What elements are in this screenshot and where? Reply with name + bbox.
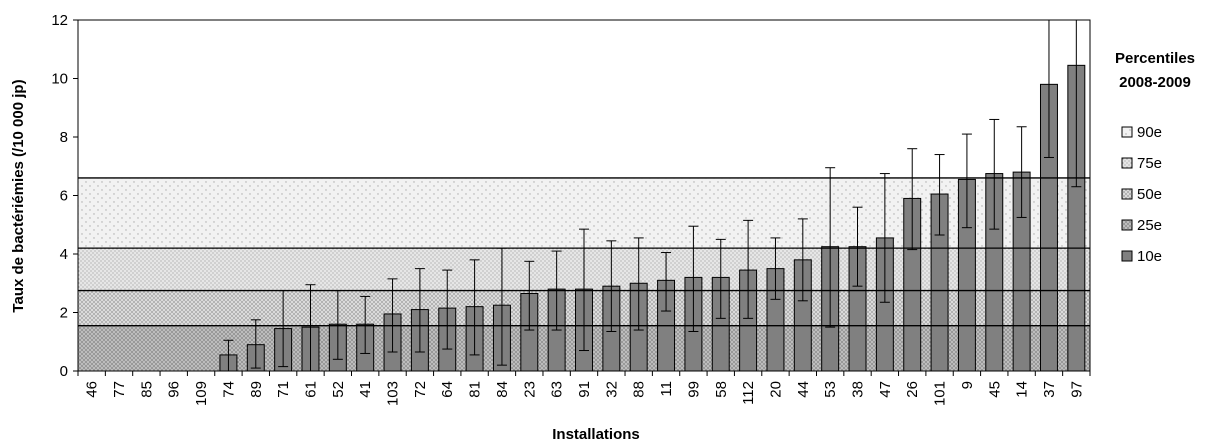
- x-tick-label-77: 77: [111, 381, 128, 398]
- x-tick-label-81: 81: [467, 381, 484, 398]
- y-tick-label: 10: [51, 71, 68, 88]
- error-bar-58: [715, 238, 726, 319]
- x-tick-label-44: 44: [795, 381, 812, 398]
- error-bar-14: [1016, 126, 1027, 218]
- error-bar-53: [825, 167, 836, 328]
- legend-swatch: [1121, 126, 1133, 138]
- legend-item-90e: 90e: [1121, 124, 1162, 141]
- x-tick-label-46: 46: [84, 381, 101, 398]
- x-tick-label-71: 71: [275, 381, 292, 398]
- x-tick-label-45: 45: [986, 381, 1003, 398]
- legend-title-line2: 2008-2009: [1119, 74, 1191, 91]
- error-bar-72: [414, 268, 425, 353]
- x-tick-label-47: 47: [877, 381, 894, 398]
- x-tick-label-103: 103: [385, 381, 402, 406]
- percentile-lines: [78, 177, 1090, 327]
- x-tick-label-85: 85: [138, 381, 155, 398]
- x-tick-label-91: 91: [576, 381, 593, 398]
- y-tick-label: 4: [60, 246, 68, 263]
- error-bar-45: [989, 118, 1000, 230]
- error-bar-91: [579, 228, 589, 352]
- error-bar-38: [852, 206, 863, 287]
- x-tick-label-96: 96: [166, 381, 183, 398]
- legend-items: 90e 75e 50e 25e 10e: [1121, 124, 1162, 265]
- x-tick-label-61: 61: [302, 381, 319, 398]
- y-tick-label: 12: [51, 12, 68, 29]
- error-bar-88: [633, 237, 644, 331]
- x-tick-label-37: 37: [1041, 381, 1058, 398]
- legend-item-50e: 50e: [1121, 186, 1162, 203]
- x-tick-label-101: 101: [932, 381, 949, 406]
- error-bar-81: [469, 259, 480, 356]
- x-tick-label-64: 64: [439, 381, 456, 398]
- x-tick-label-84: 84: [494, 381, 511, 398]
- x-tick-label-63: 63: [549, 381, 566, 398]
- x-tick-label-11: 11: [658, 381, 675, 397]
- x-tick-label-74: 74: [220, 381, 237, 398]
- x-tick-label-53: 53: [822, 381, 839, 398]
- x-tick-label-88: 88: [631, 381, 648, 398]
- error-bar-37: [1043, 20, 1054, 158]
- x-axis-ticks: 46 77 85 96 109 74 89 71 61 52 41 103 72 64 81 84 23 63 91…: [77, 371, 1091, 406]
- legend-item-25e: 25e: [1121, 217, 1162, 234]
- x-tick-label-52: 52: [330, 381, 347, 398]
- error-bar-41: [360, 295, 371, 354]
- legend-swatch: [1121, 250, 1133, 262]
- x-tick-label-99: 99: [685, 381, 702, 398]
- x-tick-label-26: 26: [904, 381, 921, 398]
- error-bar-26: [907, 148, 918, 251]
- legend-label: 50e: [1137, 186, 1162, 203]
- error-bar-47: [879, 173, 890, 303]
- error-bar-44: [797, 218, 808, 302]
- error-bar-99: [688, 225, 699, 333]
- error-bar-23: [524, 260, 535, 331]
- legend-swatch: [1121, 219, 1133, 231]
- legend: Percentiles 2008-2009 90e 75e 50e 25e 10e: [1115, 50, 1195, 265]
- x-tick-label-38: 38: [850, 381, 867, 398]
- legend-label: 90e: [1137, 124, 1162, 141]
- x-tick-label-97: 97: [1068, 381, 1085, 398]
- error-bar-32: [606, 240, 617, 333]
- x-tick-label-109: 109: [193, 381, 210, 406]
- legend-title-line1: Percentiles: [1115, 50, 1195, 67]
- x-tick-label-58: 58: [713, 381, 730, 398]
- legend-swatch: [1121, 188, 1133, 200]
- error-bar-97: [1071, 20, 1082, 188]
- y-tick-label: 8: [60, 129, 68, 146]
- legend-item-10e: 10e: [1121, 248, 1162, 265]
- x-tick-label-112: 112: [740, 381, 757, 405]
- y-tick-label: 2: [60, 305, 68, 322]
- y-axis-title: Taux de bactériémies (/10 000 jp): [10, 79, 27, 312]
- x-tick-label-41: 41: [357, 381, 374, 398]
- legend-label: 10e: [1137, 248, 1162, 265]
- error-bar-64: [442, 269, 453, 350]
- legend-item-75e: 75e: [1121, 155, 1162, 172]
- y-tick-label: 6: [60, 188, 68, 205]
- x-tick-label-14: 14: [1014, 381, 1031, 398]
- legend-swatch: [1121, 157, 1133, 169]
- error-bar-11: [661, 252, 672, 312]
- error-bar-112: [743, 219, 754, 319]
- error-bar-101: [934, 154, 945, 236]
- x-tick-label-9: 9: [959, 381, 976, 389]
- x-axis-title: Installations: [552, 426, 640, 443]
- x-tick-label-72: 72: [412, 381, 429, 398]
- y-axis-ticks: 0 2 4 6 8 10 12: [51, 12, 78, 380]
- legend-label: 25e: [1137, 217, 1162, 234]
- x-tick-label-89: 89: [248, 381, 265, 398]
- error-bar-9: [961, 133, 972, 229]
- error-bar-89: [250, 319, 261, 369]
- x-tick-label-23: 23: [521, 381, 538, 398]
- y-tick-label: 0: [60, 363, 68, 380]
- x-tick-label-32: 32: [603, 381, 620, 398]
- x-tick-label-20: 20: [767, 381, 784, 398]
- legend-label: 75e: [1137, 155, 1162, 172]
